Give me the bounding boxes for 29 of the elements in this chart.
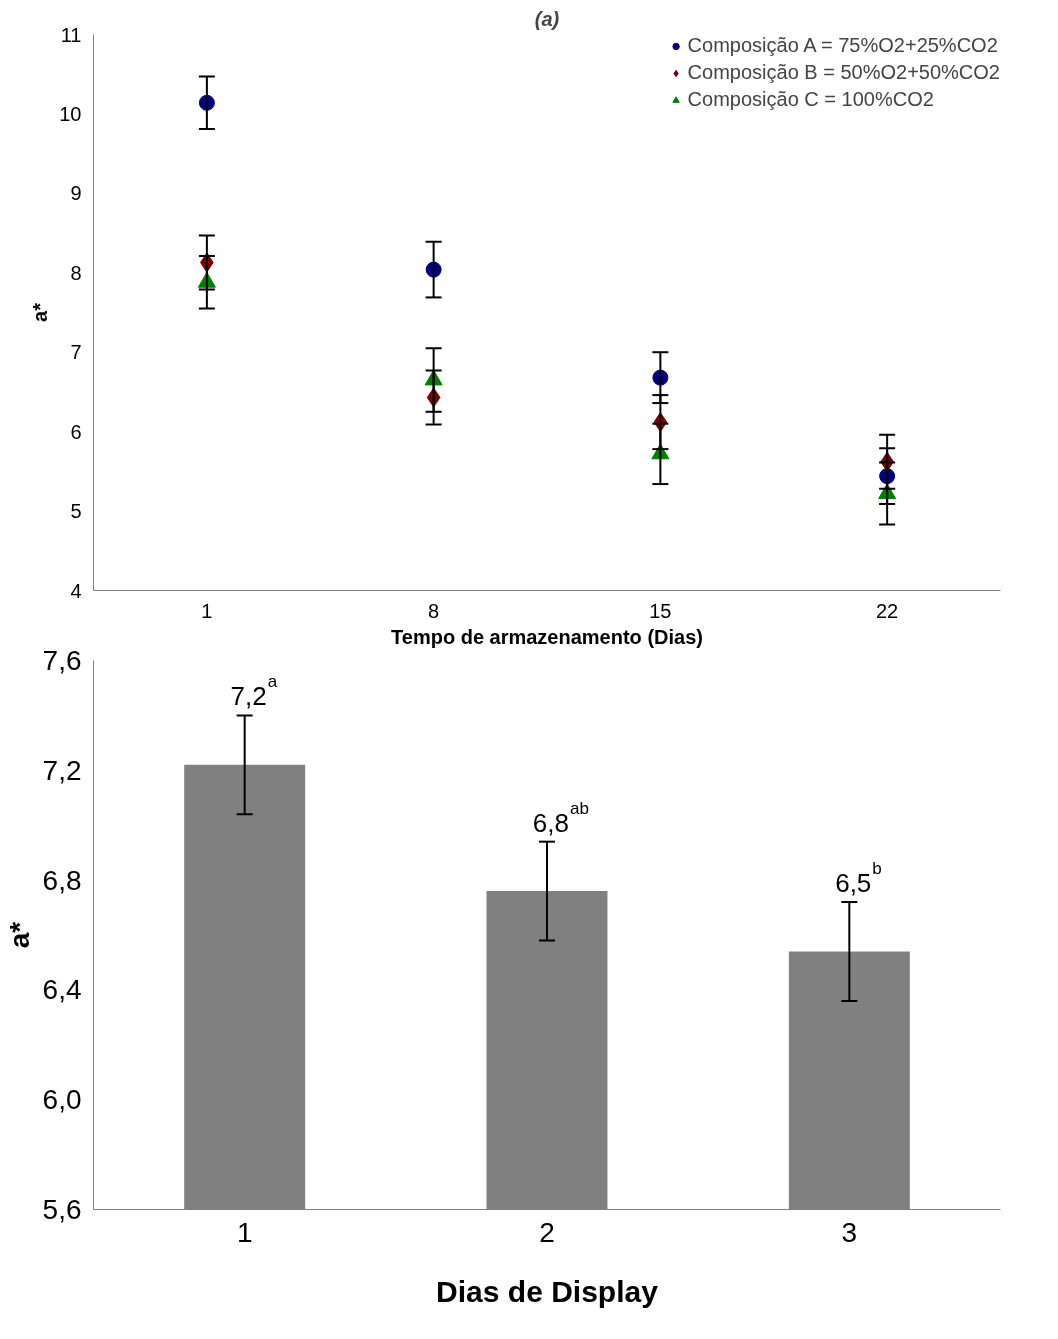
y-tick-label: 6,8	[42, 864, 82, 896]
x-tick-label: 22	[876, 599, 899, 622]
y-tick-label: 7	[70, 341, 82, 364]
y-tick-label: 7,6	[42, 645, 82, 676]
legend-label: Composição C = 100%CO2	[687, 88, 934, 111]
x-tick-label: 1	[201, 599, 213, 622]
y-tick-label: 8	[70, 261, 82, 284]
x-tick-label: 3	[841, 1216, 858, 1248]
y-tick-label: 10	[59, 102, 82, 125]
x-tick-label: 1	[236, 1216, 253, 1248]
x-axis-title: Tempo de armazenamento (Dias)	[391, 625, 703, 648]
x-tick-label: 15	[649, 599, 672, 622]
y-tick-label: 6	[70, 420, 82, 443]
chart-title: (a)	[534, 7, 560, 30]
y-tick-label: 7,2	[42, 754, 82, 786]
y-tick-label: 9	[70, 182, 82, 205]
y-tick-label: 5	[70, 500, 82, 523]
y-tick-label: 5,6	[42, 1194, 82, 1225]
x-tick-label: 2	[539, 1216, 555, 1248]
y-tick-label: 6,0	[42, 1084, 82, 1116]
y-axis-title: a*	[29, 302, 52, 322]
y-tick-label: 11	[60, 23, 82, 46]
y-tick-label: 4	[70, 579, 82, 602]
legend-label: Composição A = 75%O2+25%CO2	[687, 34, 998, 57]
y-axis-title: a*	[3, 921, 35, 949]
x-axis-title: Dias de Display	[436, 1274, 659, 1308]
legend-label: Composição B = 50%O2+50%CO2	[687, 61, 1000, 84]
y-tick-label: 6,4	[42, 974, 82, 1006]
x-tick-label: 8	[428, 599, 440, 622]
